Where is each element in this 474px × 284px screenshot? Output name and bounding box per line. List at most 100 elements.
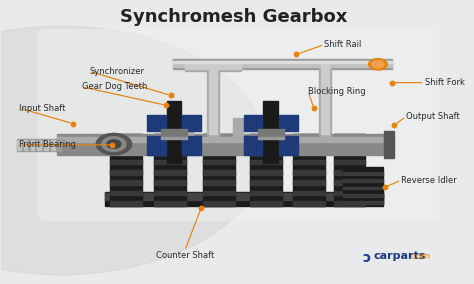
Bar: [44, 140, 48, 151]
Bar: [155, 180, 186, 185]
Bar: [293, 133, 325, 206]
Text: Synchronizer: Synchronizer: [89, 67, 144, 76]
Bar: [166, 101, 182, 163]
Bar: [343, 187, 383, 189]
Circle shape: [102, 137, 126, 151]
Text: Shift Rail: Shift Rail: [324, 40, 362, 49]
Bar: [51, 140, 55, 151]
Bar: [343, 168, 383, 204]
Bar: [106, 193, 383, 200]
Bar: [334, 191, 365, 195]
Bar: [343, 201, 383, 204]
Text: Front Bearing: Front Bearing: [19, 140, 76, 149]
Text: Gear Dog Teeth: Gear Dog Teeth: [82, 82, 147, 91]
Circle shape: [369, 59, 387, 70]
Bar: [203, 201, 235, 206]
Bar: [155, 201, 186, 206]
Bar: [173, 61, 392, 67]
Bar: [334, 180, 365, 185]
Text: Reverse Idler: Reverse Idler: [401, 176, 457, 185]
Bar: [203, 191, 235, 195]
Bar: [250, 133, 282, 206]
Bar: [203, 160, 235, 164]
Bar: [17, 139, 61, 151]
Circle shape: [96, 133, 132, 155]
Bar: [207, 64, 219, 136]
Bar: [293, 180, 325, 185]
Bar: [293, 191, 325, 195]
Bar: [264, 101, 278, 163]
Bar: [250, 133, 282, 135]
Bar: [110, 133, 142, 206]
Bar: [343, 179, 383, 182]
Bar: [384, 131, 394, 158]
Bar: [343, 172, 383, 175]
Bar: [334, 149, 365, 154]
Bar: [155, 133, 186, 135]
Bar: [233, 118, 243, 139]
Bar: [31, 140, 34, 151]
Bar: [155, 160, 186, 164]
Bar: [56, 133, 392, 155]
Bar: [293, 170, 325, 175]
Bar: [203, 149, 235, 154]
Bar: [250, 160, 282, 164]
Circle shape: [372, 60, 384, 68]
FancyBboxPatch shape: [38, 29, 438, 221]
Bar: [182, 136, 201, 155]
Bar: [279, 115, 298, 131]
Bar: [293, 133, 325, 135]
Bar: [244, 136, 263, 155]
Bar: [293, 160, 325, 164]
Text: Input Shaft: Input Shaft: [19, 104, 66, 112]
Bar: [185, 64, 241, 69]
Bar: [250, 170, 282, 175]
Bar: [155, 133, 186, 206]
Bar: [155, 149, 186, 154]
Bar: [321, 64, 329, 133]
Bar: [334, 139, 365, 144]
Text: Blocking Ring: Blocking Ring: [308, 87, 366, 96]
Bar: [334, 201, 365, 206]
Bar: [203, 170, 235, 175]
Bar: [250, 191, 282, 195]
Bar: [161, 129, 187, 138]
Text: Output Shaft: Output Shaft: [406, 112, 460, 121]
Text: Synchromesh Gearbox: Synchromesh Gearbox: [120, 8, 347, 26]
Bar: [106, 192, 383, 206]
Text: carparts: carparts: [374, 251, 426, 262]
Bar: [250, 180, 282, 185]
Bar: [110, 139, 142, 144]
Bar: [155, 139, 186, 144]
Bar: [37, 140, 41, 151]
Bar: [293, 201, 325, 206]
Text: Counter Shaft: Counter Shaft: [155, 251, 214, 260]
Bar: [110, 201, 142, 206]
Bar: [182, 115, 201, 131]
Bar: [203, 180, 235, 185]
Bar: [258, 129, 284, 138]
Text: .com: .com: [408, 252, 430, 261]
Bar: [293, 139, 325, 144]
Bar: [250, 139, 282, 144]
Bar: [203, 133, 235, 206]
Circle shape: [107, 140, 121, 148]
Bar: [185, 63, 241, 71]
Bar: [173, 61, 392, 63]
Bar: [155, 191, 186, 195]
Bar: [319, 64, 331, 136]
Bar: [250, 149, 282, 154]
Bar: [17, 140, 21, 151]
Bar: [110, 191, 142, 195]
Bar: [147, 115, 165, 131]
Bar: [203, 133, 235, 135]
Bar: [293, 149, 325, 154]
Bar: [110, 133, 142, 135]
Bar: [110, 149, 142, 154]
Bar: [279, 136, 298, 155]
Bar: [24, 140, 27, 151]
Bar: [334, 133, 365, 135]
Bar: [343, 194, 383, 197]
Bar: [334, 170, 365, 175]
Bar: [209, 64, 217, 133]
